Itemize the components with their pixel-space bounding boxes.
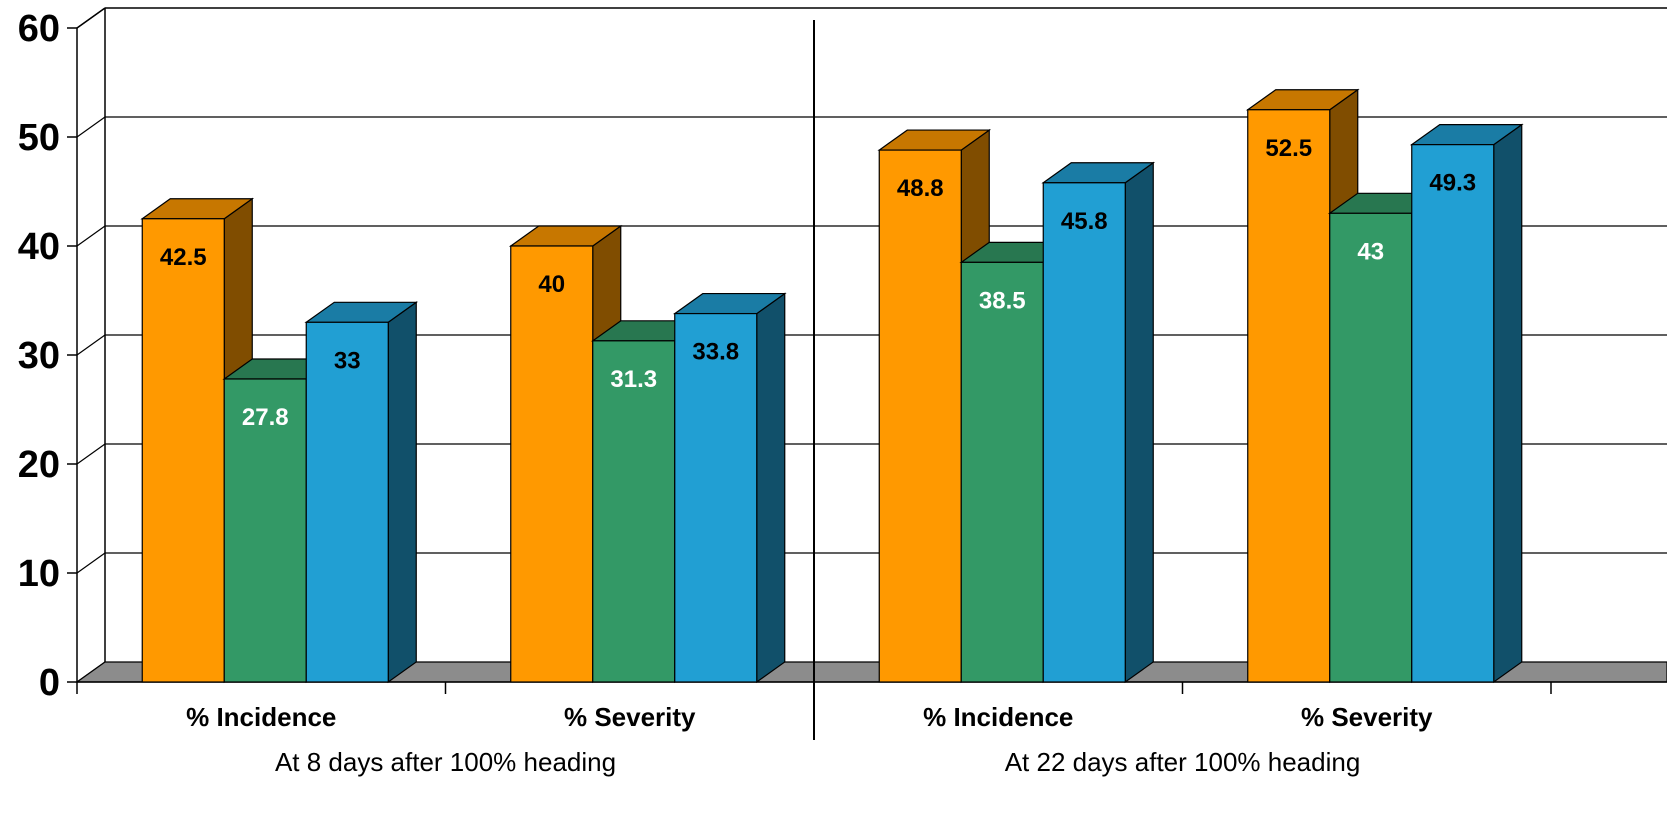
bar-front [960, 261, 1044, 683]
side-wall-line [76, 443, 106, 465]
x-category-label: % Incidence [186, 702, 336, 732]
bar-front [1329, 212, 1413, 683]
labels: 42.5 27.8 33 40 31.3 33.8 48.8 38.5 45.8 52.5 43 49… [160, 135, 1476, 777]
bar-front [1247, 109, 1331, 683]
x-category-label: % Severity [564, 702, 696, 732]
y-tick-label: 40 [18, 226, 60, 268]
bar-front [878, 149, 962, 683]
x-category-label: % Severity [1301, 702, 1433, 732]
bar-front [674, 312, 758, 683]
side-wall-line [76, 225, 106, 247]
data-label: 38.5 [979, 287, 1026, 314]
bar-side [387, 301, 417, 684]
side-wall-line [76, 334, 106, 356]
data-label: 31.3 [610, 366, 657, 393]
data-label: 42.5 [160, 244, 207, 271]
bars [140, 88, 1524, 684]
bar-side [1493, 123, 1523, 684]
bar-front [1042, 182, 1126, 683]
data-label: 40 [538, 271, 565, 298]
data-label: 33.8 [692, 339, 739, 366]
x-group-label: At 22 days after 100% heading [1005, 747, 1361, 777]
bar [1041, 161, 1156, 684]
y-tick-label: 30 [18, 335, 60, 377]
y-tick-label: 20 [18, 444, 60, 486]
bar-front [141, 218, 225, 683]
data-label: 27.8 [242, 404, 289, 431]
data-label: 45.8 [1061, 208, 1108, 235]
data-label: 49.3 [1429, 170, 1476, 197]
y-tick-label: 10 [18, 553, 60, 595]
data-label: 43 [1357, 238, 1384, 265]
bar [672, 292, 787, 684]
y-tick-label: 0 [39, 662, 60, 704]
data-label: 48.8 [897, 175, 944, 202]
data-label: 52.5 [1265, 135, 1312, 162]
bar-side [756, 292, 786, 684]
bar [304, 301, 419, 684]
bar-front [592, 340, 676, 683]
bar-side [1124, 161, 1154, 684]
bar-front [223, 378, 307, 683]
y-tick-label: 60 [18, 8, 60, 50]
y-tick-label: 50 [18, 117, 60, 159]
side-wall-line [76, 552, 106, 574]
bar-front [305, 321, 389, 683]
bar [1409, 123, 1524, 684]
data-label: 33 [334, 347, 361, 374]
y-axis-top-edge [76, 7, 106, 29]
bar-front [510, 245, 594, 683]
x-category-label: % Incidence [923, 702, 1073, 732]
bar-front [1411, 144, 1495, 683]
x-group-label: At 8 days after 100% heading [275, 747, 616, 777]
side-wall-line [76, 116, 106, 138]
